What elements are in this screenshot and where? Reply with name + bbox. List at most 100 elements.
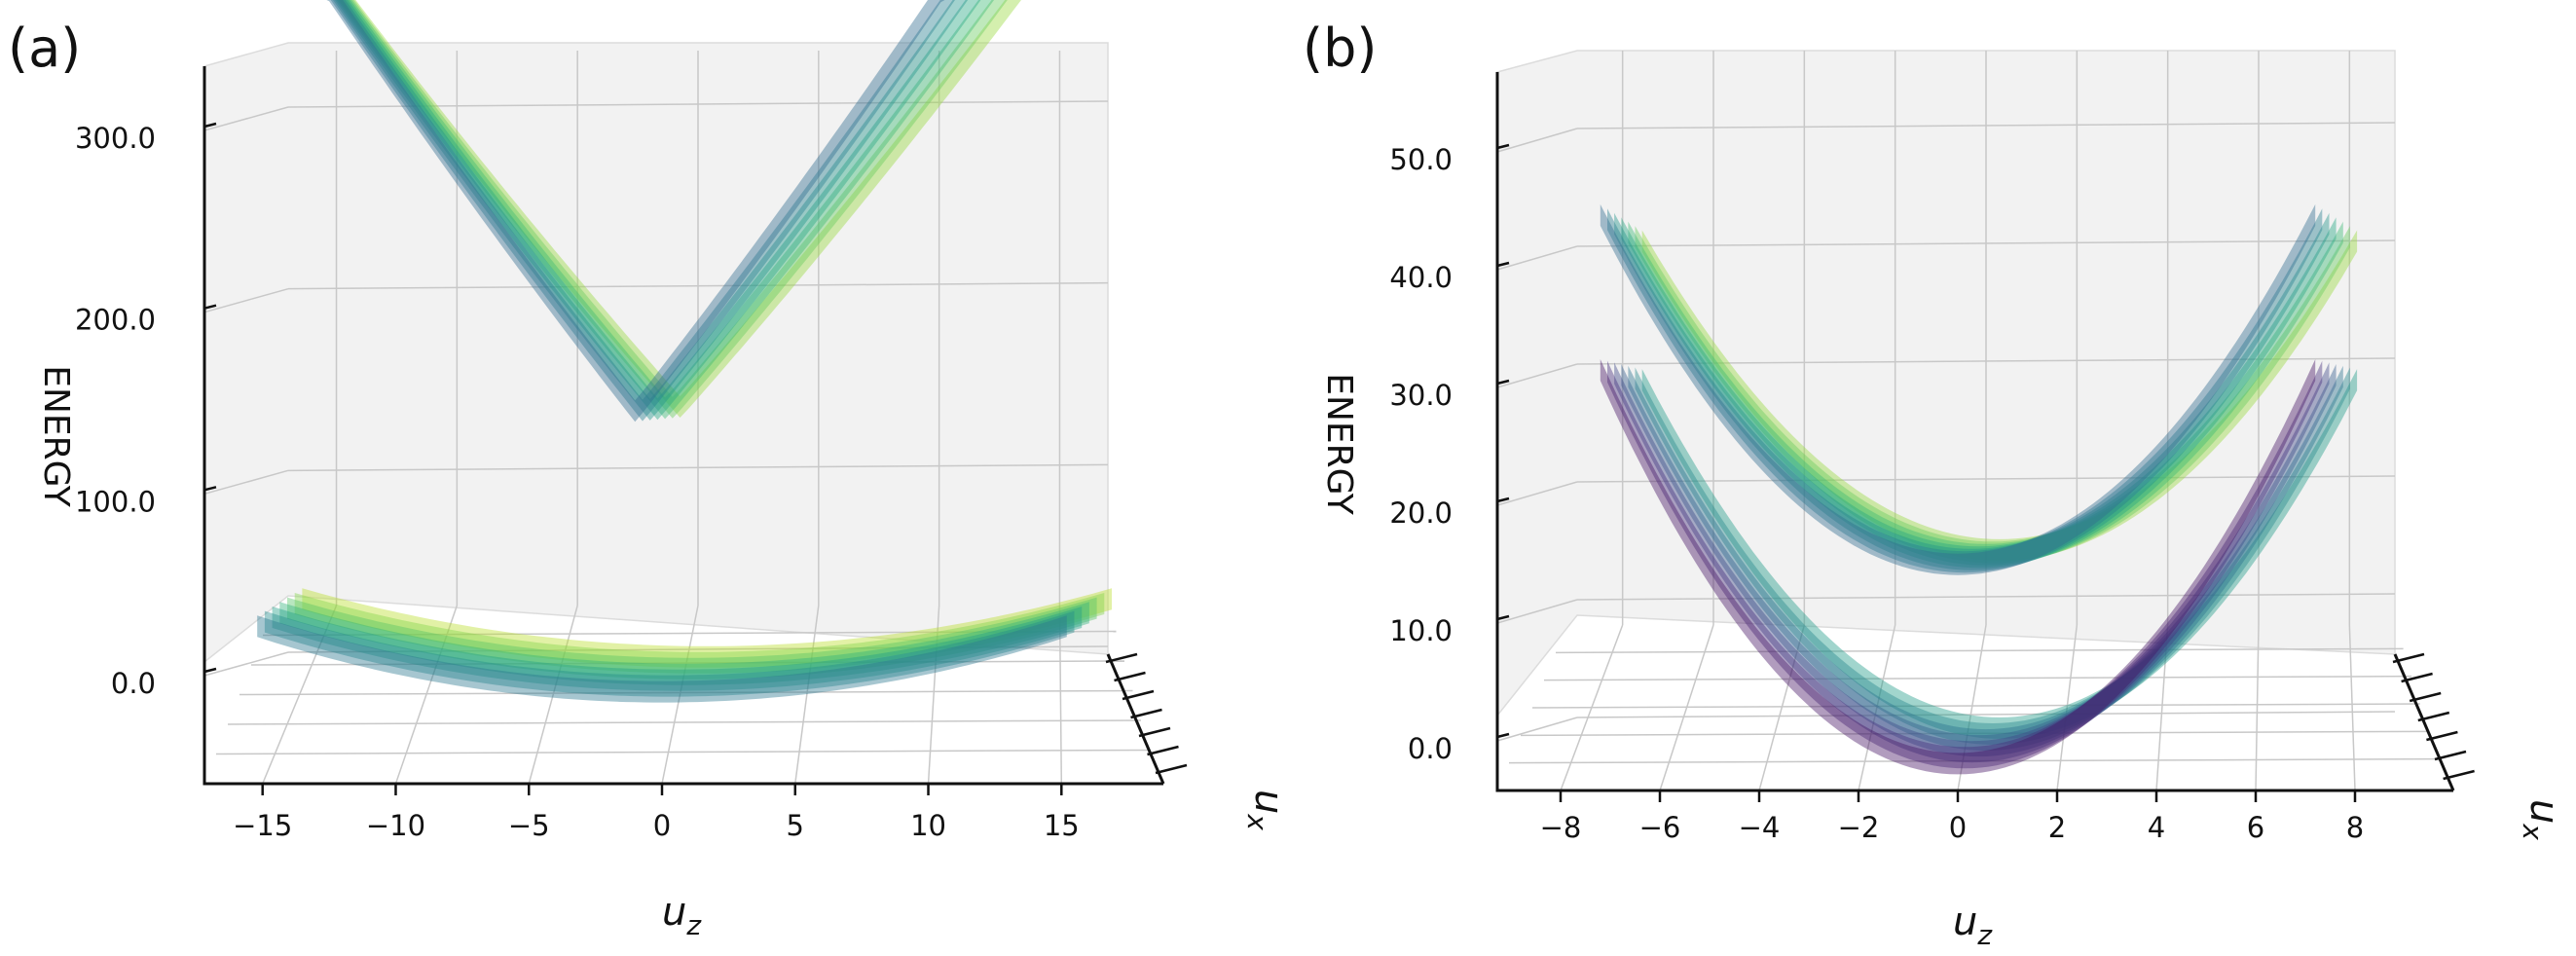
panel-b-gridlines — [1496, 51, 2438, 791]
panel-a-floor-depth-gridline — [227, 719, 1142, 725]
panel-a-y-tick-label: 200.0 — [75, 304, 156, 337]
panel-b: (b) −8 −6 −4 −2 0 2 4 6 8 0.0 10.0 20.0 30.0 40.0 50.… — [1303, 18, 2566, 951]
panel-a-depth-tick-mark — [1105, 652, 1138, 664]
panel-a-y-axis-title: ENERGY — [36, 365, 76, 508]
panel-b-floor-depth-gridline — [1508, 757, 2438, 764]
panel-b-surface-lower-layer — [1628, 365, 2343, 752]
panel-a-floor-gridline — [394, 605, 459, 785]
panel-a-back-pane — [203, 42, 1109, 664]
panel-a-y-tick-label: 100.0 — [75, 485, 156, 518]
panel-a-surface-lower-layer — [264, 610, 1075, 697]
panel-b-surface-lower-layer — [1635, 367, 2350, 745]
panel-b-x-tick-label: −2 — [1838, 811, 1880, 844]
panel-b-x-tick-label: −8 — [1540, 811, 1582, 844]
panel-b-surfaces — [1600, 203, 2358, 775]
panel-b-h-gridline — [1576, 711, 2396, 718]
panel-b-y-tick-mark — [1496, 261, 1510, 268]
panel-b-floor-gridline — [1957, 624, 1987, 791]
panel-a-depth-tick-mark — [1138, 726, 1171, 738]
panel-b-y-tick-label: 50.0 — [1389, 143, 1453, 176]
panel-a-floor-gridline — [528, 605, 578, 785]
panel-b-surface-upper-layer — [1607, 208, 2323, 573]
panel-a-depth-axis-title: ux — [1241, 790, 1291, 830]
panel-b-side-gridline — [1496, 599, 1578, 624]
panel-b-surface-lower-layer — [1607, 360, 2323, 769]
panel-b-axis-spine — [1495, 72, 2453, 792]
panel-b-depth-tick-mark — [2401, 672, 2433, 683]
panel-b-y-axis-title: ENERGY — [1319, 373, 1359, 516]
panel-a-floor-depth-gridline — [239, 689, 1133, 696]
panel-b-depth-ticks — [2392, 652, 2475, 781]
panel-b-x-tick-label: 2 — [2048, 811, 2066, 844]
panel-a-surface-lower-layer — [302, 588, 1112, 668]
panel-a-side-gridline — [203, 651, 289, 677]
panel-b-surface-upper-layer — [1621, 217, 2337, 569]
panel-b-floor-depth-gridline — [1520, 730, 2429, 737]
panel-a: (a) −15 −10 −5 0 5 10 15 0.0 100.0 200.0 300.0 uz… — [8, 0, 1291, 941]
panel-b-x-tick-label: −6 — [1639, 811, 1681, 844]
panel-label-a: (a) — [8, 18, 81, 79]
panel-b-spines — [1495, 72, 2455, 792]
panel-b-depth-tick-mark — [2434, 750, 2467, 761]
panel-a-depth-spine — [1106, 653, 1165, 785]
panel-b-x-tick-label: −4 — [1739, 811, 1781, 844]
panel-b-floor-gridline — [2255, 624, 2260, 791]
panel-label-b: (b) — [1303, 18, 1377, 79]
panel-b-x-tick-label: 0 — [1949, 811, 1967, 844]
panel-b-y-tick-label: 0.0 — [1408, 732, 1453, 765]
panel-a-x-tick-label: −5 — [508, 809, 550, 842]
panel-b-depth-spine — [2393, 653, 2455, 791]
panel-b-floor-depth-gridline — [1555, 647, 2404, 654]
panel-b-floor-depth-gridline — [1543, 675, 2412, 681]
panel-a-surface-lower-layer — [272, 607, 1083, 691]
panel-a-depth-tick-mark — [1147, 745, 1179, 756]
panel-a-axis-spine — [202, 66, 1163, 786]
panel-a-h-gridline — [287, 645, 1109, 653]
panel-b-x-axis-title: uz — [1953, 900, 1993, 951]
panel-b-depth-tick-mark — [2443, 769, 2475, 781]
panel-a-y-tick-label: 300.0 — [75, 122, 156, 155]
panel-b-floor-gridline — [1758, 624, 1806, 791]
panel-a-surface-lower-layer — [257, 615, 1067, 703]
panel-b-surface-upper-layer — [1628, 221, 2343, 566]
panel-b-surface-lower-layer — [1600, 359, 2316, 775]
panel-b-floor-depth-gridline — [1531, 703, 2420, 709]
panel-b-side-gridline — [1496, 717, 1578, 742]
panel-a-floor-gridline — [1058, 605, 1063, 785]
panel-b-y-tick-mark — [1496, 732, 1510, 739]
panel-a-x-tick-label: 10 — [910, 809, 946, 842]
panel-b-depth-tick-mark — [2426, 730, 2458, 742]
panel-b-floor-gridline — [2056, 624, 2079, 791]
panel-b-y-tick-mark — [1496, 496, 1510, 503]
panel-a-surface-lower-layer — [294, 593, 1105, 674]
panel-a-x-tick-label: 5 — [787, 809, 804, 842]
panel-b-y-tick-label: 30.0 — [1389, 379, 1453, 412]
panel-b-y-tick-label: 10.0 — [1389, 614, 1453, 647]
panel-a-floor-depth-gridline — [250, 660, 1125, 666]
panel-b-depth-axis-title: ux — [2517, 799, 2566, 840]
panel-a-x-axis-title: uz — [662, 890, 702, 941]
panel-a-depth-tick-mark — [1130, 708, 1162, 719]
panel-b-x-tick-label: 8 — [2346, 811, 2364, 844]
panel-b-floor-gridline — [2155, 624, 2169, 791]
panel-b-surface-lower-layer — [1621, 364, 2337, 757]
panel-a-depth-tick-mark — [1122, 689, 1155, 701]
panel-b-surface-lower-layer — [1641, 369, 2358, 739]
panel-a-x-tick-label: −15 — [233, 809, 292, 842]
panel-b-surface-upper-layer — [1641, 230, 2358, 561]
panel-a-floor-gridline — [661, 605, 699, 785]
panel-b-floor-gridline — [1858, 624, 1896, 791]
panel-b-side-gridline — [1496, 363, 1578, 388]
panel-a-floor-gridline — [794, 605, 820, 785]
panel-b-surface-lower-layer — [1614, 362, 2330, 763]
panel-b-y-ticks: 0.0 10.0 20.0 30.0 40.0 50.0 — [1389, 143, 1510, 765]
panel-a-depth-ticks — [1105, 652, 1188, 775]
panel-b-depth-tick-mark — [2392, 652, 2425, 664]
panel-a-y-ticks: 0.0 100.0 200.0 300.0 — [75, 122, 217, 700]
panel-b-y-tick-mark — [1496, 379, 1510, 386]
panel-a-x-tick-label: −10 — [366, 809, 425, 842]
panel-b-x-ticks: −8 −6 −4 −2 0 2 4 6 8 — [1540, 791, 2364, 844]
panel-b-depth-tick-mark — [2409, 691, 2442, 703]
panel-a-y-tick-mark — [203, 667, 217, 674]
